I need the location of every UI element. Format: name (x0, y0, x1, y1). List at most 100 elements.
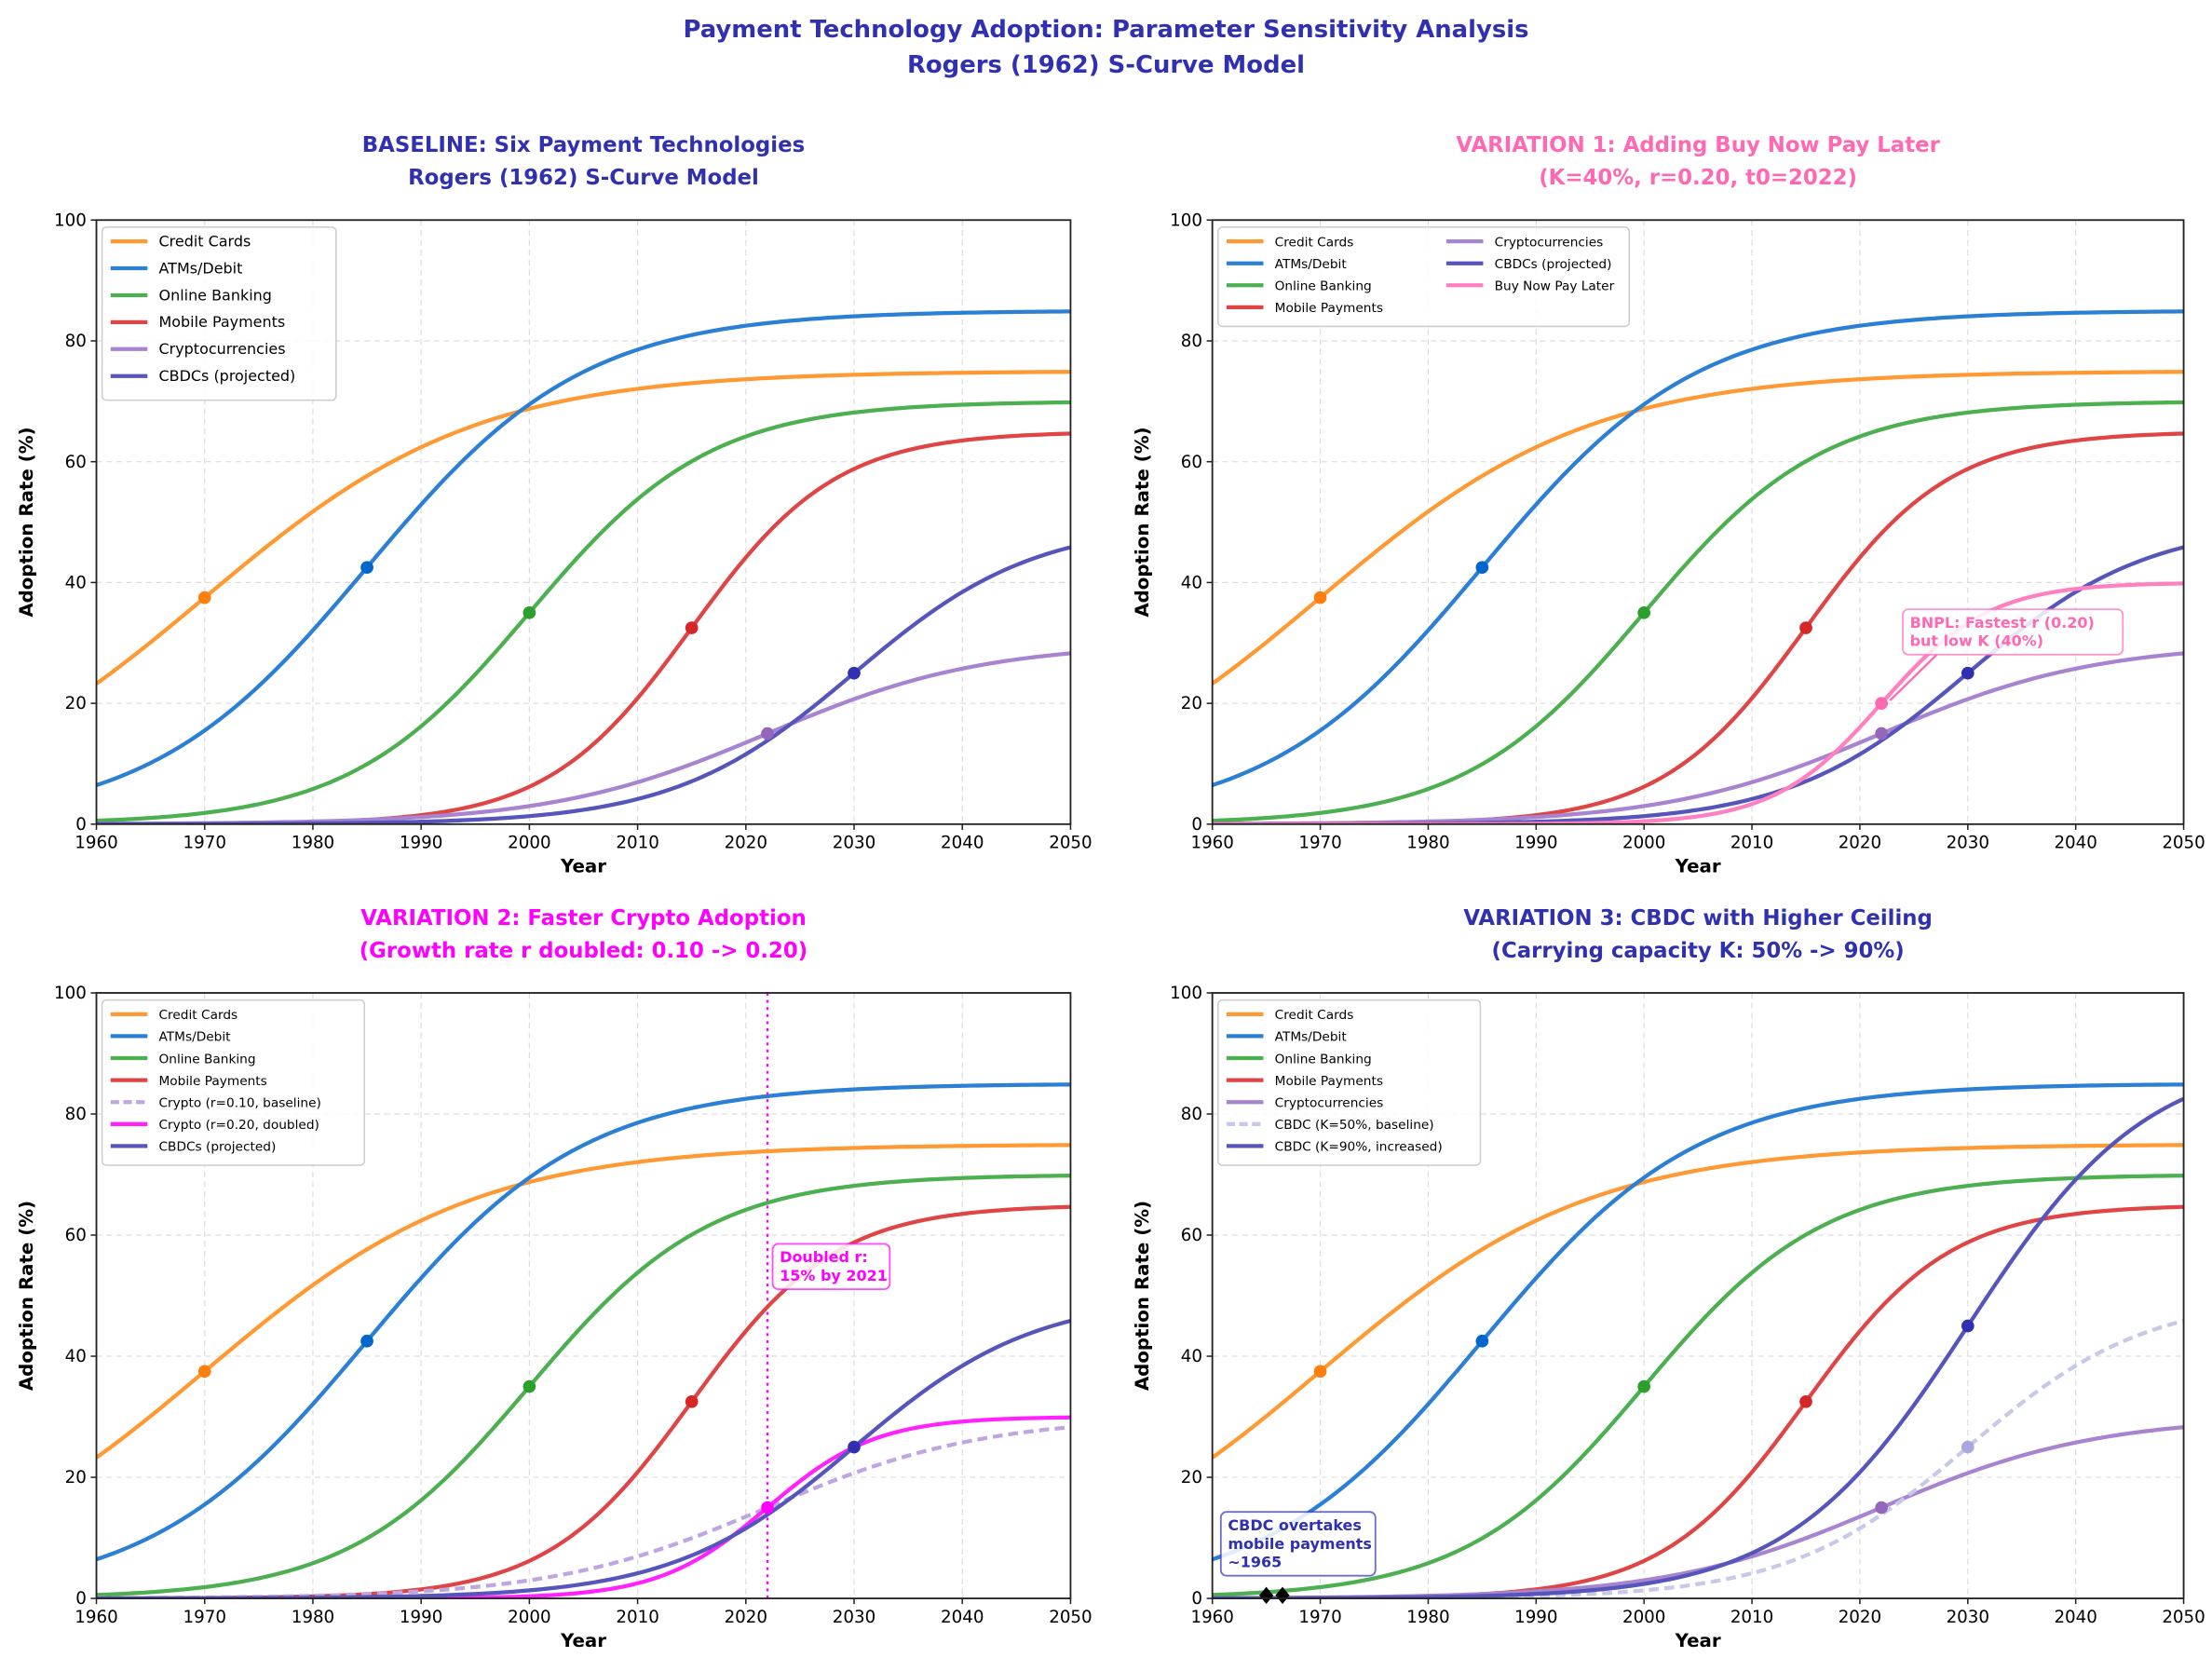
legend-entry: CBDCs (projected) (159, 1140, 277, 1155)
x-tick-label: 2000 (1622, 1608, 1665, 1627)
y-tick-label: 80 (1181, 1105, 1202, 1124)
y-tick-label: 20 (1181, 694, 1202, 713)
annotation-box (771, 1243, 891, 1291)
x-tick-label: 1970 (1298, 834, 1341, 853)
series-marker (685, 621, 699, 634)
series-marker (1875, 727, 1888, 740)
y-tick-label: 0 (75, 1589, 87, 1609)
axes-frame (95, 992, 1072, 1599)
x-tick-label: 1970 (1298, 1608, 1341, 1627)
x-tick-label: 2050 (2162, 834, 2205, 853)
y-tick-label: 80 (65, 1105, 87, 1124)
y-tick-label: 100 (1170, 984, 1202, 1003)
legend-entry: ATMs/Debit (1275, 257, 1348, 272)
legend-entry: Mobile Payments (1275, 301, 1383, 316)
x-tick-label: 2040 (2054, 834, 2097, 853)
legend: Credit Cards ATMs/Debit Online Banking Mobi… (101, 999, 366, 1166)
subplot-title: (Growth rate r doubled: 0.10 -> 0.20) (360, 939, 807, 963)
y-axis-label: Adoption Rate (%) (1132, 427, 1153, 617)
x-tick-label: 2000 (508, 834, 550, 853)
x-tick-label: 1990 (1514, 1608, 1557, 1627)
series-marker (522, 1379, 536, 1393)
series-line (96, 651, 1071, 824)
legend-entry: Mobile Payments (159, 313, 286, 331)
legend-entry: Crypto (r=0.20, doubled) (159, 1118, 319, 1133)
series-line (96, 1174, 1071, 1597)
series-marker (848, 666, 861, 680)
y-tick-label: 80 (65, 332, 87, 351)
series-line (1212, 400, 2184, 823)
series-marker (1875, 1501, 1888, 1515)
x-tick-label: 2010 (616, 1608, 658, 1627)
series-marker (848, 1440, 861, 1454)
series-marker (197, 591, 211, 605)
series-line (1212, 651, 2184, 824)
x-tick-label: 1980 (1406, 1608, 1449, 1627)
annotation-text: mobile payments (1228, 1535, 1371, 1553)
annotation-box (1219, 1511, 1377, 1577)
series-marker (522, 605, 536, 619)
legend-entry: Credit Cards (159, 1008, 238, 1023)
legend-entry: Cryptocurrencies (1275, 1096, 1384, 1111)
series-marker (1799, 621, 1812, 634)
series-marker (1475, 561, 1489, 575)
y-axis-label: Adoption Rate (%) (1132, 1201, 1153, 1391)
annotation-text: BNPL: Fastest r (0.20) (1910, 614, 2095, 632)
x-tick-label: 1970 (183, 834, 226, 853)
x-tick-label: 2000 (1622, 834, 1665, 853)
legend-entry: ATMs/Debit (1275, 1030, 1348, 1045)
y-tick-label: 40 (1181, 573, 1202, 592)
annotation: Doubled r:15% by 2021 (771, 1243, 891, 1291)
y-tick-label: 0 (75, 815, 87, 835)
y-tick-label: 100 (54, 211, 87, 230)
x-tick-label: 2010 (616, 834, 658, 853)
legend-entry: Online Banking (1275, 1052, 1372, 1066)
series-line (96, 1143, 1071, 1460)
x-tick-label: 1980 (1406, 834, 1449, 853)
y-tick-label: 40 (65, 573, 87, 592)
x-tick-label: 2020 (725, 1608, 767, 1627)
series-line (96, 545, 1071, 824)
legend-entry: Credit Cards (1275, 235, 1354, 250)
crossover-marker (1259, 1586, 1274, 1604)
x-tick-label: 2030 (1947, 834, 1989, 853)
legend-box (101, 226, 337, 401)
series-marker (1637, 605, 1651, 619)
x-tick-label: 1990 (400, 834, 442, 853)
legend: Credit Cards ATMs/Debit Online Banking Mobi… (1217, 999, 1482, 1166)
subplot-title: (Carrying capacity K: 50% -> 90%) (1492, 939, 1905, 963)
series-line (96, 309, 1071, 788)
legend-entry: Online Banking (1275, 279, 1372, 294)
annotation-text: Doubled r: (780, 1248, 868, 1266)
x-tick-label: 2030 (1947, 1608, 1989, 1627)
legend-entry: Mobile Payments (159, 1074, 267, 1089)
suptitle-line-1: Payment Technology Adoption: Parameter S… (683, 16, 1528, 44)
series-line (96, 1204, 1071, 1599)
series-line (96, 1425, 1071, 1599)
y-tick-label: 20 (1181, 1468, 1202, 1488)
series-line (1212, 1174, 2184, 1597)
y-tick-label: 60 (1181, 1226, 1202, 1245)
subplot-1: BASELINE: Six Payment Technologies Rogers… (16, 133, 1092, 876)
legend-entry: CBDCs (projected) (1495, 257, 1612, 272)
x-tick-label: 2040 (2054, 1608, 2097, 1627)
series-line (1212, 309, 2184, 788)
suptitle-line-2: Rogers (1962) S-Curve Model (907, 51, 1305, 79)
subplot-title: VARIATION 3: CBDC with Higher Ceiling (1463, 906, 1933, 931)
series-line (96, 1319, 1071, 1599)
x-axis-label: Year (1675, 1630, 1721, 1651)
y-tick-label: 100 (54, 984, 87, 1003)
annotation-text: but low K (40%) (1910, 632, 2044, 650)
subplot-title: VARIATION 2: Faster Crypto Adoption (360, 906, 807, 931)
subplot-title: (K=40%, r=0.20, t0=2022) (1539, 166, 1857, 190)
annotation-box (1902, 608, 2124, 656)
x-tick-label: 2040 (941, 834, 984, 853)
x-tick-label: 1990 (400, 1608, 442, 1627)
series-marker (1313, 1365, 1327, 1379)
series-marker (1875, 697, 1888, 710)
legend-entry: Cryptocurrencies (1495, 235, 1604, 250)
annotation-text: 15% by 2021 (780, 1267, 888, 1284)
legend-entry: Credit Cards (1275, 1008, 1354, 1023)
